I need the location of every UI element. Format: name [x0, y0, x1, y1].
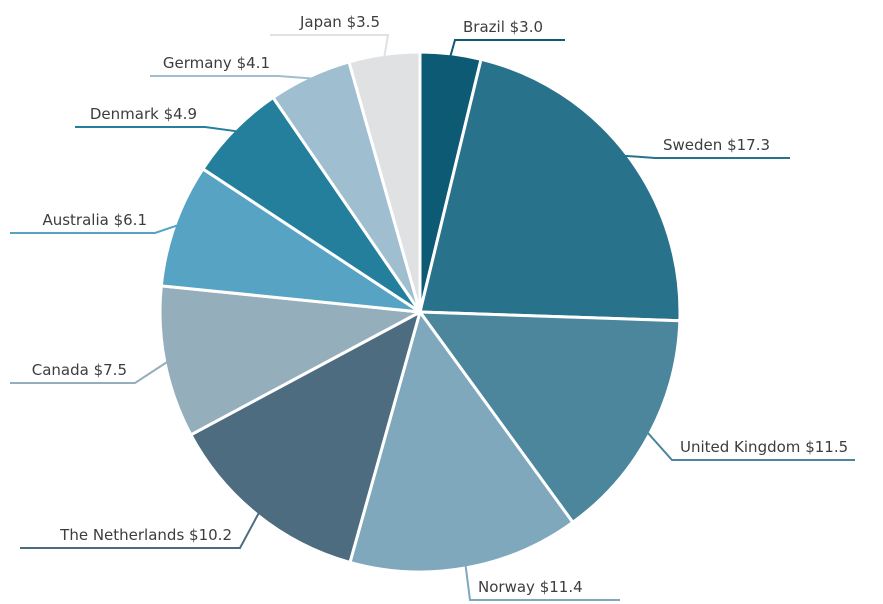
- leader-line: [10, 361, 168, 384]
- leader-line: [150, 75, 311, 80]
- leader-line: [20, 512, 260, 549]
- category-name: Japan: [299, 13, 342, 31]
- value-label: $17.3: [727, 136, 770, 154]
- value-label: $4.9: [164, 105, 197, 123]
- leader-line: [75, 126, 237, 133]
- leader-line: [464, 565, 620, 601]
- category-name: Denmark: [90, 105, 159, 123]
- category-name: Sweden: [663, 136, 722, 154]
- value-label: $11.5: [805, 438, 848, 456]
- slice-label: United Kingdom $11.5: [680, 438, 848, 456]
- slice-label: Australia $6.1: [42, 211, 147, 229]
- category-name: Norway: [478, 578, 535, 596]
- leader-line: [625, 154, 790, 159]
- leader-line: [449, 39, 565, 57]
- pie-slice: [418, 57, 682, 323]
- value-label: $3.5: [347, 13, 380, 31]
- category-name: Australia: [42, 211, 108, 229]
- value-label: $7.5: [94, 361, 127, 379]
- value-label: $11.4: [540, 578, 583, 596]
- leader-line: [10, 224, 178, 234]
- slice-label: Norway $11.4: [478, 578, 583, 596]
- slice-label: The Netherlands $10.2: [59, 526, 232, 544]
- slice-label: Sweden $17.3: [663, 136, 770, 154]
- slice-label: Japan $3.5: [299, 13, 380, 31]
- category-name: Canada: [32, 361, 89, 379]
- category-name: Germany: [163, 54, 232, 72]
- category-name: United Kingdom: [680, 438, 800, 456]
- slice-label: Canada $7.5: [32, 361, 127, 379]
- category-name: The Netherlands: [59, 526, 184, 544]
- category-name: Brazil: [463, 18, 505, 36]
- value-label: $3.0: [510, 18, 543, 36]
- value-label: $10.2: [189, 526, 232, 544]
- slice-label: Denmark $4.9: [90, 105, 197, 123]
- value-label: $4.1: [237, 54, 270, 72]
- leader-line: [270, 34, 390, 57]
- pie-slice: [159, 166, 421, 314]
- slice-label: Germany $4.1: [163, 54, 270, 72]
- value-label: $6.1: [114, 211, 147, 229]
- leader-line: [647, 432, 855, 461]
- slice-label: Brazil $3.0: [463, 18, 543, 36]
